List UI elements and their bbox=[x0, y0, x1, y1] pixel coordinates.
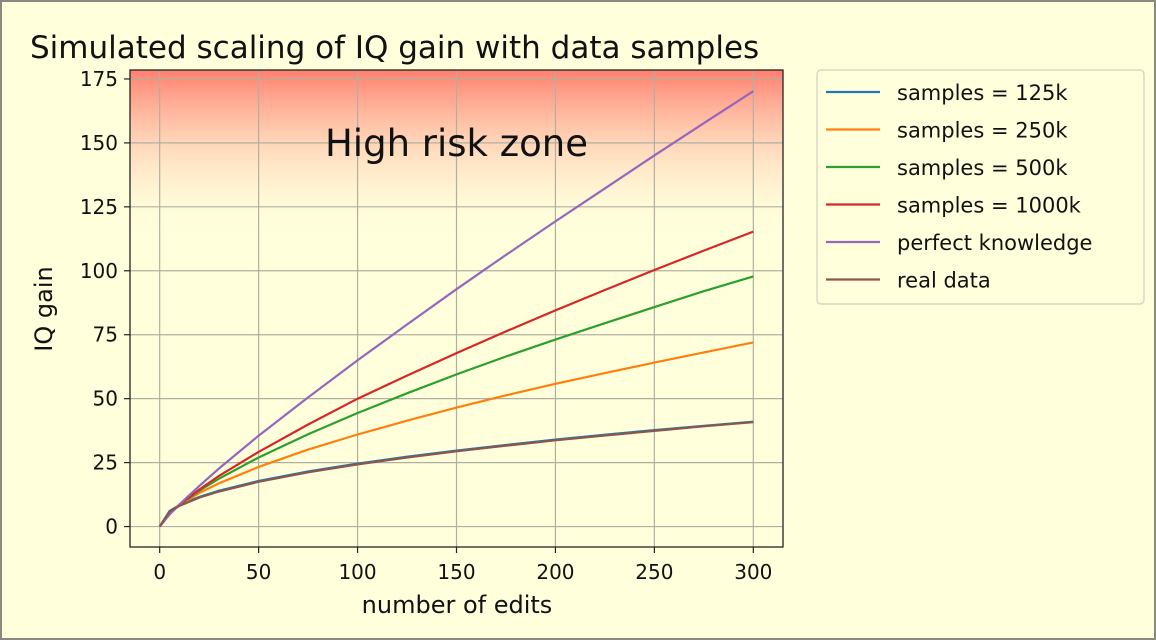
y-tick-label: 25 bbox=[93, 451, 118, 475]
legend-label: perfect knowledge bbox=[897, 231, 1092, 255]
x-axis-label: number of edits bbox=[362, 591, 553, 619]
legend-entry: samples = 500k bbox=[826, 156, 1068, 180]
legend-label: real data bbox=[897, 269, 991, 293]
legend-label: samples = 125k bbox=[897, 81, 1068, 105]
x-tick-label: 100 bbox=[338, 560, 376, 584]
legend-box bbox=[816, 69, 1145, 305]
x-tick-label: 150 bbox=[437, 560, 475, 584]
x-tick-label: 250 bbox=[635, 560, 673, 584]
x-tick-label: 50 bbox=[246, 560, 271, 584]
y-tick-label: 125 bbox=[80, 195, 118, 219]
y-tick-label: 50 bbox=[93, 387, 118, 411]
legend-entry: samples = 1000k bbox=[826, 194, 1082, 218]
y-tick-label: 75 bbox=[93, 323, 118, 347]
legend-entry: perfect knowledge bbox=[826, 231, 1092, 255]
plot-frame bbox=[129, 69, 784, 548]
y-tick-label: 150 bbox=[80, 131, 118, 155]
x-tick-label: 200 bbox=[536, 560, 574, 584]
plot-area: 0 50 100 150 200 250 300 0 25 50 75 100 125 150 175 Hig… bbox=[80, 67, 784, 584]
legend-entry: samples = 125k bbox=[826, 81, 1068, 105]
series-line-perfect-knowledge bbox=[158, 90, 754, 528]
y-tick-label: 175 bbox=[80, 67, 118, 91]
x-tick-label: 0 bbox=[153, 560, 166, 584]
legend-entry: samples = 250k bbox=[826, 119, 1068, 143]
series-line-real-data bbox=[158, 421, 754, 528]
legend-entry: real data bbox=[826, 269, 991, 293]
legend-label: samples = 1000k bbox=[897, 194, 1082, 218]
annotation-high-risk-zone: High risk zone bbox=[325, 122, 588, 165]
legend-label: samples = 500k bbox=[897, 156, 1068, 180]
legend-label: samples = 250k bbox=[897, 119, 1068, 143]
legend: samples = 125k samples = 250k samples = 50… bbox=[816, 69, 1145, 305]
chart-title: Simulated scaling of IQ gain with data s… bbox=[30, 30, 759, 66]
x-tick-label: 300 bbox=[734, 560, 772, 584]
y-axis-label: IQ gain bbox=[30, 266, 58, 351]
y-tick-label: 100 bbox=[80, 259, 118, 283]
series-line-samples-1000k bbox=[158, 230, 754, 528]
y-tick-label: 0 bbox=[105, 515, 118, 539]
